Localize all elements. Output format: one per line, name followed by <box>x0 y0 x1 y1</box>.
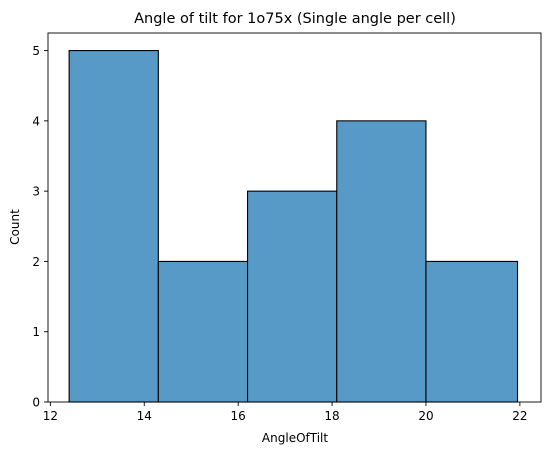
x-tick-label: 18 <box>324 409 339 423</box>
y-tick-label: 4 <box>32 114 40 128</box>
y-tick-label: 0 <box>32 396 40 410</box>
histogram-bar-4 <box>336 120 427 403</box>
histogram-bar-3 <box>246 190 338 403</box>
y-tick-label: 3 <box>32 185 40 199</box>
x-tick-label: 22 <box>512 409 527 423</box>
plot-frame <box>47 32 542 403</box>
chart-title: Angle of tilt for 1o75x (Single angle pe… <box>134 11 456 27</box>
y-tick-label: 5 <box>32 44 40 58</box>
histogram-bar-2 <box>157 260 249 403</box>
y-axis: 0 1 2 3 4 5 <box>32 44 48 410</box>
x-tick-label: 12 <box>43 409 58 423</box>
x-axis: 12 14 16 18 20 22 <box>43 402 528 423</box>
x-tick-label: 14 <box>137 409 152 423</box>
bars-group <box>68 50 519 403</box>
y-tick-label: 1 <box>32 325 40 339</box>
x-axis-label: AngleOfTilt <box>262 431 328 445</box>
x-tick-label: 20 <box>418 409 433 423</box>
x-tick-label: 16 <box>231 409 246 423</box>
y-axis-label: Count <box>8 209 22 245</box>
histogram-bar-1 <box>68 50 159 403</box>
y-tick-label: 2 <box>32 255 40 269</box>
histogram-bar-5 <box>425 260 519 403</box>
